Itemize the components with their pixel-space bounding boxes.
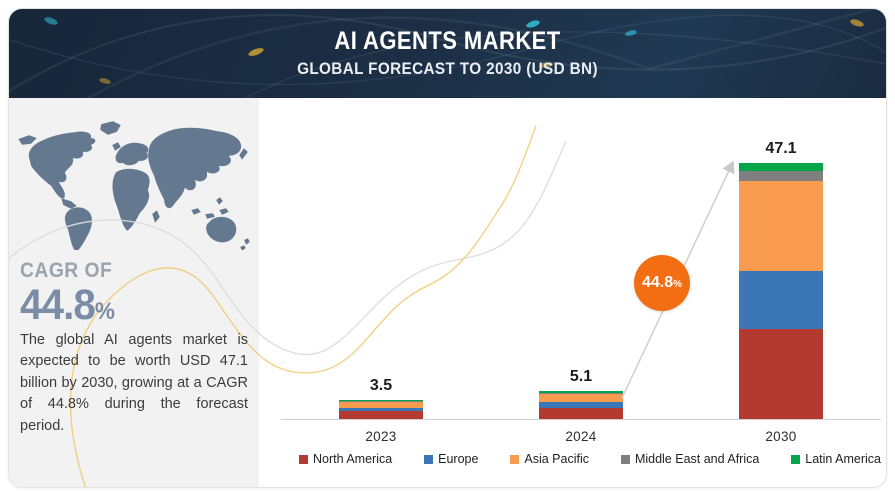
x-axis-label: 2024 [565,429,597,444]
chart-legend: North America Europe Asia Pacific Middle Ea… [299,452,881,466]
world-map-graphic [13,118,255,254]
infographic-card: AI AGENTS MARKET GLOBAL FORECAST TO 2030… [8,8,887,488]
left-info-panel: CAGR OF 44.8% The global AI agents marke… [9,98,259,487]
network-lines-decoration [9,9,886,98]
stacked-bar-chart: 3.5 2023 5.1 2024 47.1 2030 [281,131,881,444]
bar-stack [739,162,823,419]
x-axis-label: 2030 [765,429,797,444]
legend-label: Latin America [805,452,881,466]
bar-group-2024: 5.1 2024 [481,131,681,444]
cagr-callout-badge: 44.8% [634,255,690,311]
cagr-label: CAGR OF [20,259,113,282]
bar-segment-europe [539,402,623,408]
market-description: The global AI agents market is expected … [20,332,248,434]
legend-label: Asia Pacific [524,452,589,466]
cagr-callout-value: 44.8 [641,274,674,291]
cagr-value: 44.8% [20,281,115,329]
legend-label: Europe [438,452,479,466]
bar-segment-latin-america [539,391,623,393]
header-banner: AI AGENTS MARKET GLOBAL FORECAST TO 2030… [9,9,886,98]
page-subtitle: GLOBAL FORECAST TO 2030 (USD BN) [297,58,598,78]
legend-swatch [510,454,520,464]
bar-total-label: 47.1 [765,139,797,157]
legend-label: North America [313,452,393,466]
bar-segment-asia-pacific [739,180,823,272]
legend-label: Middle East and Africa [634,452,760,466]
legend-swatch [620,454,630,464]
bar-segment-middle-east-and-africa [539,392,623,395]
bar-segment-latin-america [739,162,823,172]
bar-group-2023: 3.5 2023 [281,131,481,444]
bar-segment-europe [739,271,823,330]
bar-segment-asia-pacific [539,394,623,403]
bar-stack [339,399,423,419]
bar-group-2030: 47.1 2030 [681,131,881,444]
bar-segment-north-america [339,410,423,419]
legend-swatch [791,454,801,464]
legend-item-middle-east-and-africa: Middle East and Africa [620,452,760,466]
bar-total-label: 5.1 [569,368,593,386]
legend-item-asia-pacific: Asia Pacific [510,452,589,466]
page-title: AI AGENTS MARKET [334,27,561,55]
legend-swatch [424,454,434,464]
bar-segment-north-america [739,329,823,419]
bar-total-label: 3.5 [369,376,393,394]
bar-stack [539,391,623,419]
bar-segment-middle-east-and-africa [739,171,823,181]
legend-item-europe: Europe [424,452,478,466]
legend-item-latin-america: Latin America [791,452,881,466]
legend-item-north-america: North America [299,452,392,466]
cagr-callout-unit: % [673,279,683,290]
x-axis-label: 2023 [365,429,397,444]
bar-segment-north-america [539,407,623,419]
legend-swatch [299,454,308,464]
cagr-block: CAGR OF 44.8% [20,259,121,330]
